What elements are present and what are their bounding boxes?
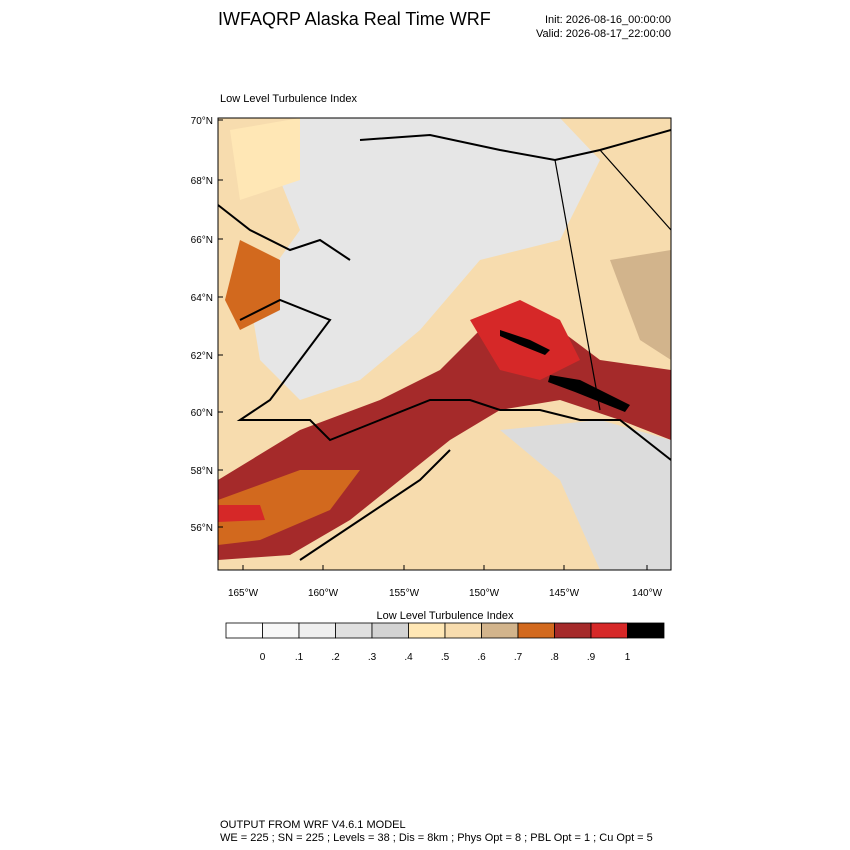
field-red — [218, 505, 265, 522]
map-title: Low Level Turbulence Index — [220, 93, 357, 105]
lat-label: 70°N — [191, 116, 213, 127]
init-time: Init: 2026-08-16_00:00:00 — [545, 14, 671, 26]
footer-line: OUTPUT FROM WRF V4.6.1 MODEL — [220, 819, 406, 831]
colorbar-label: 0 — [260, 652, 266, 663]
colorbar-box — [590, 622, 628, 639]
colorbar-box — [262, 622, 300, 639]
colorbar: 0 .1 .2 .3 .4 .5 .6 .7 .8 .9 1 — [225, 622, 665, 663]
lat-label: 64°N — [191, 293, 213, 304]
colorbar-label: .4 — [404, 652, 413, 663]
map-field — [218, 118, 671, 570]
lon-label: 140°W — [632, 588, 663, 599]
field-gray — [500, 420, 671, 570]
colorbar-box — [481, 622, 519, 639]
colorbar-title: Low Level Turbulence Index — [377, 610, 514, 622]
colorbar-label: .3 — [368, 652, 377, 663]
colorbar-label: .7 — [514, 652, 523, 663]
colorbar-box — [298, 622, 336, 639]
field-gray — [250, 118, 600, 400]
map-frame — [217, 117, 672, 571]
coastline — [218, 129, 671, 561]
lon-label: 160°W — [308, 588, 339, 599]
field-orange — [218, 470, 360, 545]
field-pale — [230, 118, 300, 200]
colorbar-box — [554, 622, 592, 639]
colorbar-label: .2 — [331, 652, 340, 663]
field-tan — [610, 250, 671, 360]
figure-title: IWFAQRP Alaska Real Time WRF — [218, 9, 491, 29]
colorbar-box — [225, 622, 263, 639]
colorbar-label: .1 — [295, 652, 304, 663]
colorbar-box — [517, 622, 555, 639]
lon-label: 145°W — [549, 588, 580, 599]
footer-line: WE = 225 ; SN = 225 ; Levels = 38 ; Dis … — [220, 832, 653, 844]
colorbar-box — [408, 622, 446, 639]
colorbar-label: 1 — [625, 652, 631, 663]
colorbar-box — [444, 622, 482, 639]
lat-label: 56°N — [191, 523, 213, 534]
colorbar-label: .6 — [477, 652, 486, 663]
colorbar-box — [371, 622, 409, 639]
lat-label: 68°N — [191, 176, 213, 187]
lat-label: 66°N — [191, 235, 213, 246]
border — [554, 149, 671, 411]
colorbar-box — [335, 622, 373, 639]
lon-label: 150°W — [469, 588, 500, 599]
lat-label: 58°N — [191, 466, 213, 477]
axis-labels: 70°N 68°N 66°N 64°N 62°N 60°N 58°N 56°N 165°W 160… — [191, 116, 663, 599]
field-black — [548, 375, 630, 412]
lon-label: 155°W — [389, 588, 420, 599]
colorbar-label: .5 — [441, 652, 450, 663]
field-black — [500, 330, 550, 355]
lat-label: 60°N — [191, 408, 213, 419]
valid-time: Valid: 2026-08-17_22:00:00 — [536, 28, 671, 40]
lon-label: 165°W — [228, 588, 259, 599]
lat-label: 62°N — [191, 351, 213, 362]
colorbar-box — [627, 622, 665, 639]
colorbar-label: .9 — [587, 652, 596, 663]
colorbar-label: .8 — [550, 652, 559, 663]
